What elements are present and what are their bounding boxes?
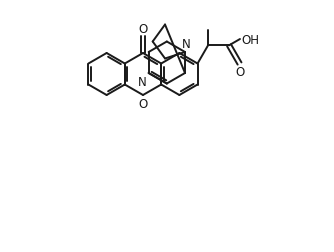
Text: OH: OH: [241, 33, 259, 46]
Text: O: O: [138, 98, 148, 111]
Text: O: O: [235, 65, 244, 78]
Text: O: O: [138, 23, 148, 36]
Text: N: N: [138, 76, 147, 89]
Text: N: N: [182, 38, 190, 51]
